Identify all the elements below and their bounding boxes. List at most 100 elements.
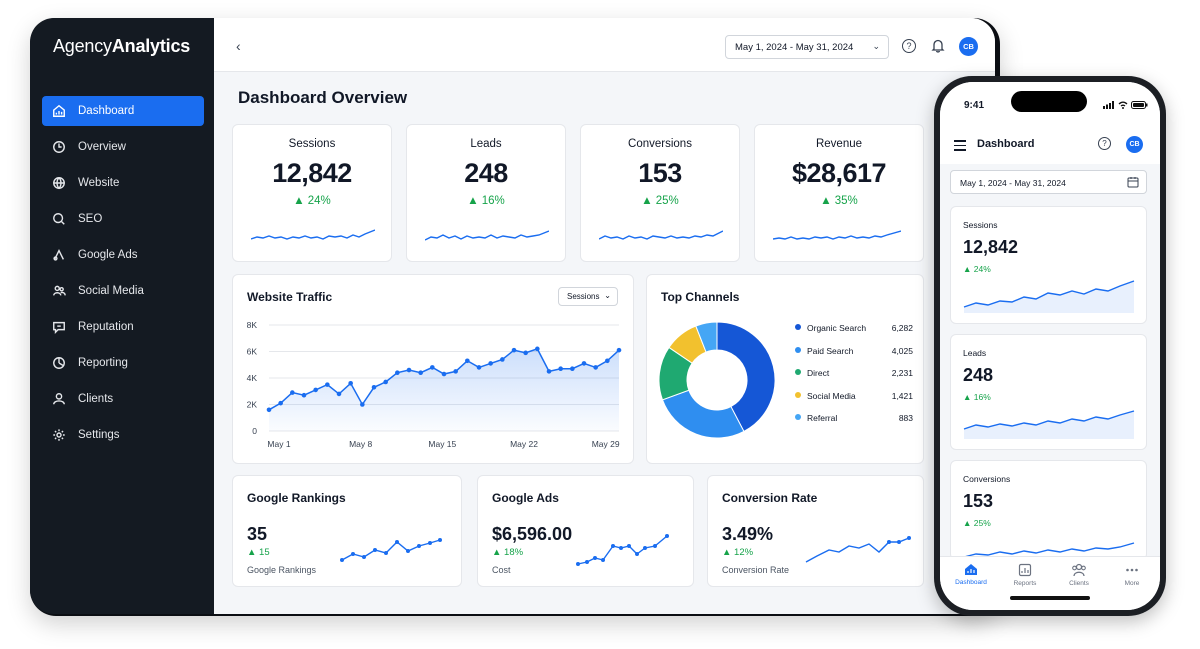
signal-icon — [1103, 101, 1114, 109]
sidebar-item-label: Website — [78, 177, 120, 189]
kpi-card-conversions: Conversions 153 ▲ 25% — [580, 124, 740, 262]
phone-date-range-select[interactable]: May 1, 2024 - May 31, 2024 — [950, 170, 1147, 194]
sidebar-item-reputation[interactable]: Reputation — [42, 312, 204, 342]
calendar-icon — [1127, 177, 1139, 188]
metric-delta: ▲ 16% — [963, 392, 991, 402]
legend-dot — [795, 414, 801, 420]
tab-label: More — [1124, 580, 1140, 587]
legend-dot — [795, 391, 801, 398]
x-tick-label: May 15 — [428, 439, 456, 449]
sidebar-item-social-media[interactable]: Social Media — [42, 276, 204, 306]
more-icon — [1126, 568, 1138, 572]
phone-frame: 9:41 Dashboard ? CB May 1, 2024 - May 31… — [934, 76, 1166, 616]
legend-value: 2,231 — [891, 368, 913, 378]
traffic-point — [383, 379, 388, 385]
conversion-rate-card: Conversion Rate 3.49% ▲ 12% Conversion R… — [707, 475, 924, 587]
tab-reports[interactable]: Reports — [999, 563, 1051, 587]
donut-slice — [661, 389, 745, 439]
sparkline — [963, 280, 1135, 313]
kpi-delta: ▲ 24% — [293, 195, 331, 207]
legend-dot — [795, 346, 801, 353]
sidebar-item-label: Dashboard — [78, 105, 135, 117]
metric-select[interactable]: Sessions ⌄ — [558, 287, 618, 306]
sidebar-item-label: Settings — [78, 429, 120, 441]
legend-dot — [795, 324, 801, 330]
people-icon — [53, 285, 66, 296]
status-time: 9:41 — [964, 100, 985, 111]
avatar[interactable]: CB — [1126, 136, 1143, 153]
traffic-point — [395, 370, 400, 375]
sidebar-item-settings[interactable]: Settings — [42, 420, 204, 450]
person-icon — [53, 393, 65, 405]
sidebar: AgencyAnalytics Dashboard Overview Websi… — [30, 18, 214, 614]
traffic-point — [616, 347, 622, 353]
sidebar-item-seo[interactable]: SEO — [42, 204, 204, 234]
sidebar-item-label: Overview — [78, 141, 126, 153]
legend-value: 4,025 — [891, 345, 913, 356]
kpi-delta: ▲ 16% — [467, 195, 505, 207]
website-traffic-card: Website Traffic Sessions ⌄ 0 2K 4K 6K 8K May … — [232, 274, 634, 464]
sidebar-item-overview[interactable]: Overview — [42, 132, 204, 162]
traffic-point — [488, 361, 493, 366]
traffic-point — [360, 402, 365, 407]
donut-slice — [716, 321, 776, 433]
avatar[interactable]: CB — [959, 37, 978, 56]
kpi-value: 248 — [464, 158, 508, 188]
x-tick-label: May 1 — [267, 439, 290, 449]
sidebar-item-website[interactable]: Website — [42, 168, 204, 198]
kpi-label: Revenue — [815, 138, 863, 150]
overview-icon — [53, 141, 65, 153]
kpi-label: Conversions — [628, 138, 692, 150]
metric-value: 35 — [247, 524, 268, 544]
bell-icon[interactable] — [931, 38, 945, 53]
sidebar-item-dashboard[interactable]: Dashboard — [42, 96, 204, 126]
traffic-point — [348, 381, 353, 386]
phone-card-leads: Leads 248 ▲ 16% — [950, 334, 1147, 450]
metric-delta: ▲ 15 — [247, 547, 270, 558]
traffic-point — [313, 387, 318, 393]
legend-item: Direct 2,231 — [795, 368, 913, 380]
sidebar-item-label: Reporting — [78, 357, 128, 369]
tab-more[interactable]: More — [1106, 563, 1158, 587]
x-tick-label: May 8 — [349, 439, 372, 449]
tab-label: Clients — [1069, 580, 1089, 587]
y-tick-label: 2K — [247, 400, 258, 410]
metric-select-value: Sessions — [567, 292, 600, 301]
tab-clients[interactable]: Clients — [1053, 563, 1105, 587]
help-icon[interactable]: ? — [1098, 137, 1111, 150]
legend-value: 1,421 — [891, 390, 913, 401]
legend-label: Paid Search — [807, 345, 854, 356]
metric-delta: ▲ 24% — [963, 264, 991, 274]
donut-slice — [695, 321, 718, 353]
traffic-point — [290, 390, 295, 395]
y-tick-label: 0 — [252, 426, 257, 436]
phone-status-bar: 9:41 — [940, 82, 1160, 128]
y-tick-label: 4K — [247, 373, 258, 383]
donut-chart — [659, 321, 776, 439]
traffic-point — [325, 382, 330, 387]
traffic-point — [558, 366, 563, 372]
metric-delta: ▲ 18% — [492, 547, 524, 558]
tab-dashboard[interactable]: Dashboard — [945, 563, 997, 586]
top-bar: ‹ May 1, 2024 - May 31, 2024 ⌄ ? CB — [214, 18, 995, 72]
legend-dot — [795, 369, 801, 375]
traffic-point — [523, 350, 528, 356]
legend-label: Organic Search — [807, 323, 867, 333]
metric-value: $6,596.00 — [492, 524, 573, 544]
legend-value: 6,282 — [891, 323, 913, 333]
date-range-select[interactable]: May 1, 2024 - May 31, 2024 ⌄ — [725, 35, 889, 59]
kpi-card-sessions: Sessions 12,842 ▲ 24% — [232, 124, 392, 262]
traffic-point — [418, 370, 423, 375]
dashboard-icon — [53, 104, 65, 117]
phone-screen: 9:41 Dashboard ? CB May 1, 2024 - May 31… — [940, 82, 1160, 610]
help-icon[interactable]: ? — [902, 39, 916, 53]
sidebar-item-clients[interactable]: Clients — [42, 384, 204, 414]
back-button[interactable]: ‹ — [236, 38, 241, 54]
y-tick-label: 6K — [247, 347, 258, 357]
sidebar-item-reporting[interactable]: Reporting — [42, 348, 204, 378]
menu-icon[interactable] — [954, 140, 966, 154]
card-title: Google Rankings — [247, 491, 346, 505]
sidebar-item-google-ads[interactable]: Google Ads — [42, 240, 204, 270]
report-icon — [1018, 563, 1032, 577]
tablet-frame: AgencyAnalytics Dashboard Overview Websi… — [30, 18, 1000, 616]
